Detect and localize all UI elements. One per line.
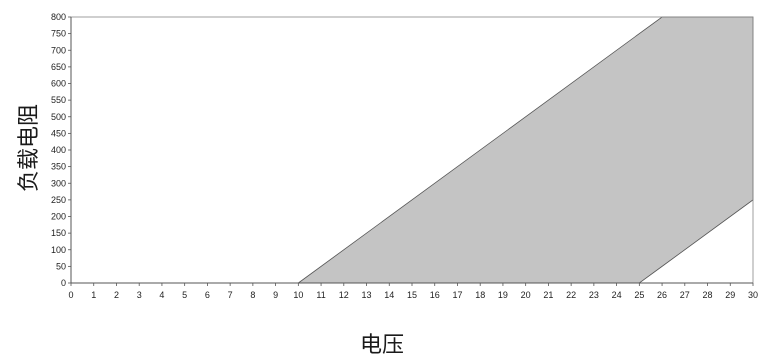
x-tick-label-4: 4 [159,290,164,300]
x-tick-label-17: 17 [452,290,462,300]
y-tick-label-550: 550 [51,95,66,105]
x-tick-label-22: 22 [566,290,576,300]
area-region-1 [297,16,754,284]
x-tick-label-21: 21 [543,290,553,300]
y-tick-label-350: 350 [51,162,66,172]
x-tick-label-28: 28 [703,290,713,300]
y-tick-label-450: 450 [51,128,66,138]
y-tick-label-300: 300 [51,178,66,188]
x-axis: 0 1 2 3 4 5 6 7 8 9 10 11 12 13 14 15 16 17 18 19 20 21 22 23 24… [68,283,758,300]
x-tick-label-5: 5 [182,290,187,300]
y-tick-label-100: 100 [51,245,66,255]
area-layer [297,16,754,284]
x-tick-label-13: 13 [362,290,372,300]
x-tick-label-29: 29 [725,290,735,300]
x-tick-label-1: 1 [91,290,96,300]
x-tick-label-24: 24 [612,290,622,300]
x-tick-label-9: 9 [273,290,278,300]
x-tick-label-25: 25 [634,290,644,300]
y-tick-label-400: 400 [51,145,66,155]
x-tick-label-20: 20 [521,290,531,300]
x-tick-label-8: 8 [250,290,255,300]
x-tick-label-10: 10 [293,290,303,300]
x-tick-label-26: 26 [657,290,667,300]
y-tick-label-500: 500 [51,112,66,122]
y-tick-label-800: 800 [51,12,66,22]
x-tick-label-3: 3 [137,290,142,300]
x-tick-label-6: 6 [205,290,210,300]
y-tick-label-750: 750 [51,29,66,39]
x-tick-label-19: 19 [498,290,508,300]
y-tick-label-200: 200 [51,212,66,222]
y-tick-label-150: 150 [51,228,66,238]
x-tick-label-23: 23 [589,290,599,300]
x-tick-label-15: 15 [407,290,417,300]
x-tick-label-27: 27 [680,290,690,300]
y-axis-title: 负载电阻 [17,104,42,192]
y-axis: 0 50 100 150 200 250 300 350 400 450 500 550 600 650 7… [51,12,71,288]
x-tick-label-30: 30 [748,290,758,300]
x-tick-label-16: 16 [430,290,440,300]
x-tick-label-7: 7 [228,290,233,300]
y-tick-label-0: 0 [61,278,66,288]
y-tick-label-600: 600 [51,79,66,89]
x-tick-label-0: 0 [68,290,73,300]
y-tick-label-50: 50 [56,261,66,271]
y-tick-label-650: 650 [51,62,66,72]
x-axis-title: 电压 [360,333,404,356]
x-tick-label-18: 18 [475,290,485,300]
x-tick-label-11: 11 [316,290,325,300]
y-tick-label-250: 250 [51,195,66,205]
x-tick-label-12: 12 [339,290,349,300]
x-tick-label-2: 2 [114,290,119,300]
y-tick-label-700: 700 [51,45,66,55]
x-tick-label-14: 14 [384,290,394,300]
